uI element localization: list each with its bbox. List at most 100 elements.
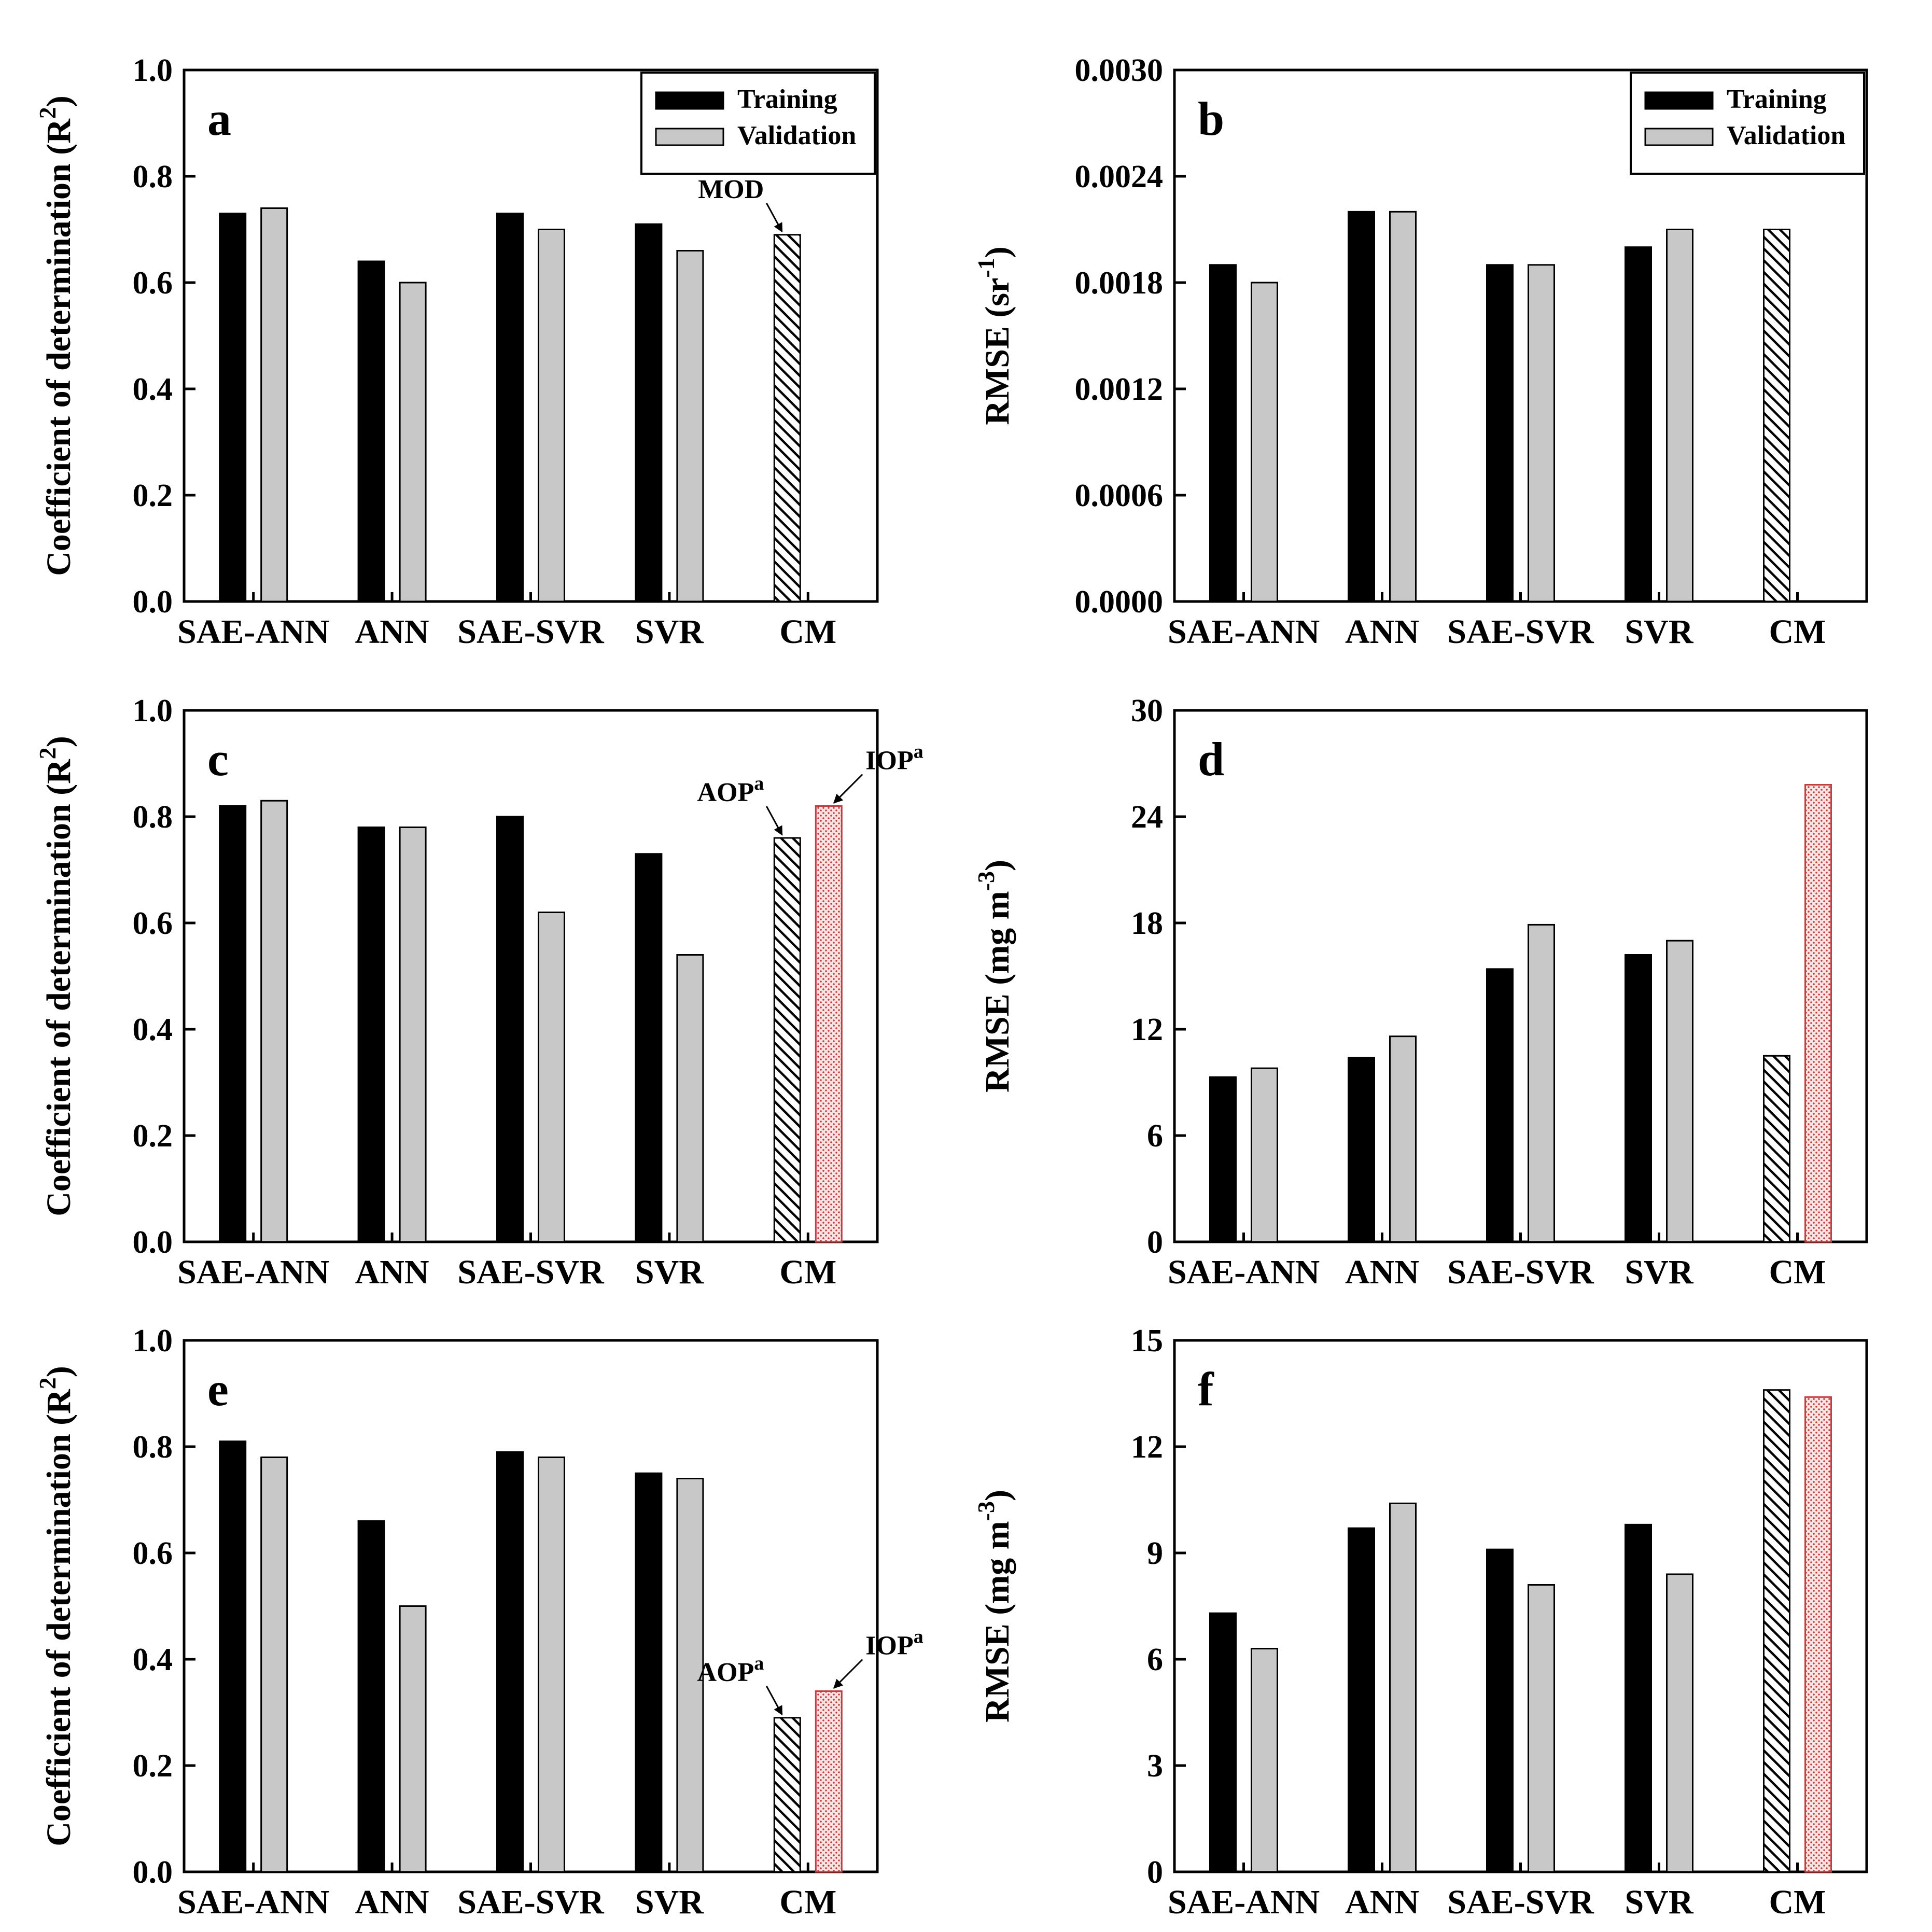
- x-tick-label: SAE-ANN: [1168, 1253, 1320, 1291]
- bar-cm-iop: [1804, 784, 1832, 1243]
- legend-swatch-validation: [1644, 128, 1714, 146]
- bar-validation-sae-svr: [1528, 923, 1555, 1243]
- annotation-label-iop: IOPa: [865, 741, 923, 776]
- y-tick-label: 0.2: [133, 1748, 173, 1784]
- y-tick-label: 0.0018: [1075, 265, 1164, 301]
- bar-training-svr: [635, 223, 663, 603]
- legend-swatch-training: [655, 91, 724, 110]
- y-tick-label: 18: [1131, 906, 1163, 941]
- plot-frame: [183, 709, 879, 1243]
- y-tick-label: 0.6: [133, 906, 173, 941]
- bar-training-svr: [1625, 246, 1652, 603]
- y-tick-label: 0.0: [133, 584, 173, 620]
- y-axis-title: Coefficient of determination (R2): [34, 1366, 78, 1846]
- bar-training-sae-ann: [1209, 1076, 1237, 1243]
- y-tick-label: 6: [1147, 1642, 1163, 1677]
- x-tick-label: SVR: [1625, 1253, 1693, 1291]
- bar-validation-sae-svr: [1528, 1584, 1555, 1873]
- annotation-arrow: [833, 774, 863, 804]
- panel-letter: e: [207, 1363, 229, 1416]
- x-tick-label: ANN: [1345, 1253, 1419, 1291]
- y-tick-label: 15: [1131, 1323, 1163, 1359]
- bar-cm-aop: [773, 234, 801, 603]
- bar-validation-sae-ann: [260, 800, 288, 1243]
- chart-panel-a: 0.0 0.2 0.4 0.6 0.8 1.0 SAE-ANN ANN SAE-SVR SVR CM…: [34, 53, 879, 651]
- bar-cm-iop: [1804, 1396, 1832, 1873]
- panel-letter: f: [1198, 1363, 1214, 1416]
- bar-validation-ann: [399, 1605, 427, 1873]
- bar-training-ann: [357, 1520, 385, 1873]
- bar-validation-sae-svr: [538, 1457, 565, 1873]
- x-tick-label: SAE-SVR: [457, 1883, 605, 1921]
- x-tick-label: SAE-ANN: [177, 1253, 329, 1291]
- chart-panel-f: 0 3 6 9 12 15 SAE-ANN ANN SAE-SVR SVR CM f RMSE (mg …: [973, 1323, 1868, 1921]
- bar-validation-sae-ann: [1251, 1067, 1278, 1243]
- x-tick-label: CM: [779, 613, 836, 651]
- bar-validation-sae-ann: [1251, 1648, 1278, 1873]
- bar-validation-ann: [399, 827, 427, 1243]
- bar-cm-aop: [773, 837, 801, 1243]
- y-axis-title: RMSE (mg m-3): [973, 1490, 1016, 1723]
- legend-box: [1630, 72, 1865, 175]
- y-tick-label: 9: [1147, 1536, 1163, 1571]
- bar-training-sae-svr: [1486, 1548, 1514, 1873]
- bar-cm-aop: [1763, 1055, 1790, 1243]
- annotation-label-aop: AOPa: [697, 773, 764, 807]
- bar-validation-sae-ann: [1251, 282, 1278, 603]
- legend-label-training: Training: [737, 85, 837, 114]
- plot-frame: [1173, 709, 1868, 1243]
- annotation-label-aop: AOPa: [697, 1653, 764, 1687]
- x-tick-label: SVR: [1625, 1883, 1693, 1921]
- y-tick-label: 0.6: [133, 265, 173, 301]
- x-tick-label: SAE-ANN: [1168, 613, 1320, 651]
- x-tick-label: ANN: [355, 1253, 429, 1291]
- bar-training-ann: [1348, 1527, 1375, 1873]
- bar-validation-svr: [676, 250, 704, 603]
- bar-training-svr: [1625, 1523, 1652, 1873]
- y-tick-label: 0.0: [133, 1225, 173, 1260]
- chart-panel-d: 0 6 12 18 24 30 SAE-ANN ANN SAE-SVR SVR CM d RMSE (m…: [973, 693, 1868, 1291]
- y-tick-label: 0.4: [133, 1642, 173, 1677]
- panel-letter: d: [1198, 733, 1224, 786]
- bar-training-sae-ann: [219, 805, 247, 1243]
- y-axis-title: RMSE (mg m-3): [973, 860, 1016, 1093]
- y-tick-label: 3: [1147, 1748, 1163, 1784]
- annotation-arrow: [765, 1686, 783, 1716]
- annotation-label-mod: MOD: [698, 175, 764, 204]
- x-tick-label: SVR: [635, 613, 704, 651]
- bar-training-ann: [357, 260, 385, 603]
- y-tick-label: 0.8: [133, 800, 173, 835]
- y-tick-label: 0: [1147, 1855, 1163, 1890]
- bar-cm-aop: [1763, 1389, 1790, 1873]
- y-tick-label: 0.0024: [1075, 159, 1164, 194]
- bar-training-sae-ann: [219, 1440, 247, 1873]
- annotation-label-iop: IOPa: [865, 1626, 923, 1661]
- bar-training-sae-ann: [1209, 264, 1237, 603]
- bar-training-sae-svr: [1486, 968, 1514, 1243]
- bar-cm-iop: [815, 1690, 843, 1873]
- bar-training-sae-svr: [496, 1451, 524, 1873]
- y-tick-label: 12: [1131, 1012, 1163, 1047]
- x-tick-label: SAE-SVR: [1447, 1253, 1594, 1291]
- x-tick-label: SAE-SVR: [457, 613, 605, 651]
- bar-validation-svr: [1666, 940, 1693, 1243]
- y-tick-label: 1.0: [133, 53, 173, 88]
- bar-cm-aop: [773, 1717, 801, 1873]
- bar-cm-iop: [815, 805, 843, 1243]
- x-tick-label: ANN: [355, 613, 429, 651]
- x-tick-label: SVR: [1625, 613, 1693, 651]
- y-tick-label: 0.4: [133, 372, 173, 407]
- y-tick-label: 0.0: [133, 1855, 173, 1890]
- y-tick-label: 24: [1131, 800, 1163, 835]
- bar-training-sae-ann: [219, 213, 247, 603]
- y-tick-label: 0.0030: [1075, 53, 1164, 88]
- y-tick-label: 12: [1131, 1430, 1163, 1465]
- y-axis-title: Coefficient of determination (R2): [34, 95, 78, 576]
- chart-panel-e: 0.0 0.2 0.4 0.6 0.8 1.0 SAE-ANN ANN SAE-SVR SVR CM…: [34, 1323, 923, 1921]
- y-tick-label: 0.8: [133, 159, 173, 194]
- panel-letter: c: [207, 733, 229, 786]
- bar-validation-ann: [1389, 1502, 1417, 1873]
- y-axis-title: RMSE (sr-1): [973, 246, 1016, 425]
- bar-validation-sae-svr: [1528, 264, 1555, 603]
- bar-validation-sae-svr: [538, 912, 565, 1243]
